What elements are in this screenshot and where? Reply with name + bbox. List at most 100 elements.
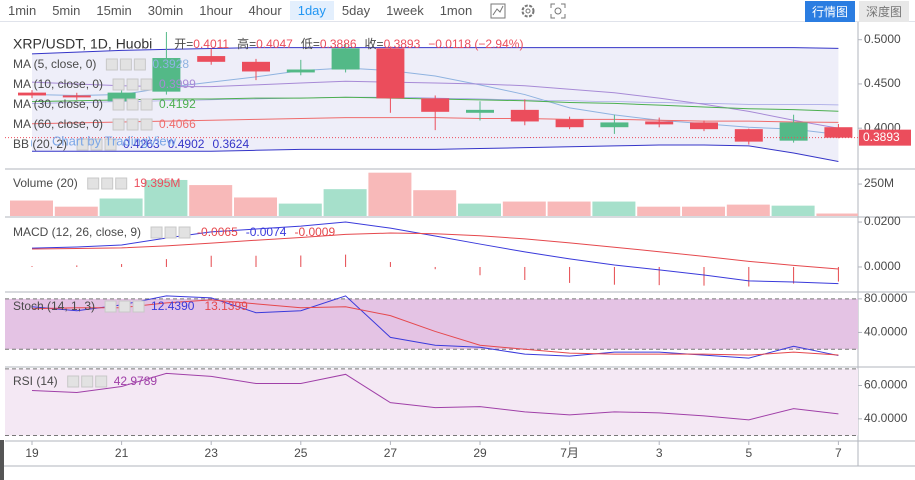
x-tick-label: 7月 bbox=[560, 446, 579, 460]
legend-control[interactable] bbox=[104, 138, 117, 151]
ohlc-value: 0.4011 bbox=[193, 37, 229, 51]
interval-button[interactable]: 1hour bbox=[199, 3, 233, 18]
legend-control[interactable] bbox=[126, 118, 139, 131]
candle-body bbox=[62, 95, 91, 98]
legend-control[interactable] bbox=[118, 300, 131, 313]
legend-control[interactable] bbox=[133, 58, 146, 71]
legend-control[interactable] bbox=[178, 226, 191, 239]
legend-control[interactable] bbox=[126, 78, 139, 91]
legend-value: 0.4192 bbox=[159, 97, 196, 111]
legend-control[interactable] bbox=[87, 177, 100, 190]
change-value: −0.0118 (−2.94%) bbox=[428, 37, 523, 51]
volume-bar bbox=[771, 205, 815, 216]
volume-bar bbox=[54, 206, 98, 216]
indicator-line bbox=[31, 299, 839, 356]
legend-control[interactable] bbox=[95, 375, 108, 388]
candle-body bbox=[421, 98, 450, 112]
icon-glyph[interactable] bbox=[554, 7, 562, 14]
volume-bar bbox=[816, 213, 858, 216]
interval-button[interactable]: 1mon bbox=[439, 3, 473, 18]
legend-name: BB (20, 2) bbox=[13, 137, 67, 151]
y-tick-label: 80.0000 bbox=[864, 291, 908, 305]
legend-value: 13.1399 bbox=[204, 299, 248, 313]
legend-control[interactable] bbox=[112, 118, 125, 131]
legend-control[interactable] bbox=[132, 300, 145, 313]
volume-bar bbox=[278, 203, 322, 216]
band-fill bbox=[5, 298, 858, 350]
legend-control[interactable] bbox=[67, 375, 80, 388]
legend-value: 0.4263 bbox=[123, 137, 160, 151]
volume-bar bbox=[637, 206, 681, 216]
y-tick-label: 40.0000 bbox=[864, 325, 908, 339]
last-price-label: 0.3893 bbox=[863, 130, 900, 144]
candle-body bbox=[600, 122, 629, 128]
x-tick-label: 21 bbox=[115, 446, 129, 460]
legend-name: RSI (14) bbox=[13, 374, 58, 388]
y-tick-label: 0.4500 bbox=[864, 76, 901, 90]
legend-control[interactable] bbox=[101, 177, 114, 190]
view-switch: 行情图 深度图 bbox=[804, 1, 909, 22]
legend-control[interactable] bbox=[76, 138, 89, 151]
legend-control[interactable] bbox=[140, 118, 153, 131]
icon-glyph[interactable] bbox=[492, 5, 504, 15]
candle-body bbox=[331, 48, 360, 70]
interval-button[interactable]: 30min bbox=[147, 3, 184, 18]
icon-frame[interactable] bbox=[490, 3, 506, 18]
legend-value: 0.3999 bbox=[159, 77, 196, 91]
ohlc-value: 0.4047 bbox=[256, 37, 293, 51]
interval-button[interactable]: 5min bbox=[52, 3, 81, 18]
volume-bar bbox=[592, 201, 636, 216]
bb-lower bbox=[32, 144, 839, 162]
icon-glyph[interactable] bbox=[521, 4, 535, 17]
interval-button[interactable]: 1day bbox=[289, 1, 334, 20]
indicator-icon[interactable] bbox=[490, 3, 506, 19]
legend-value: -0.0065 bbox=[197, 225, 238, 239]
candle-body bbox=[242, 61, 270, 72]
legend-control[interactable] bbox=[112, 78, 125, 91]
legend-value: 42.9789 bbox=[114, 374, 158, 388]
volume-bar bbox=[189, 185, 233, 216]
interval-button[interactable]: 4hour bbox=[248, 3, 282, 18]
interval-button[interactable]: 1min bbox=[8, 3, 37, 18]
settings-icon[interactable] bbox=[520, 3, 536, 19]
pane bbox=[5, 31, 858, 162]
volume-bar bbox=[234, 197, 277, 216]
volume-bar bbox=[144, 179, 188, 216]
watermark: Chart by TradingView bbox=[52, 133, 177, 148]
x-tick-label: 5 bbox=[745, 446, 752, 460]
interval-button[interactable]: 5day bbox=[341, 3, 371, 18]
pane bbox=[5, 295, 858, 359]
legend-control[interactable] bbox=[164, 226, 177, 239]
last-price-box bbox=[859, 129, 911, 146]
legend-control[interactable] bbox=[115, 177, 128, 190]
screenshot-icon[interactable] bbox=[550, 3, 566, 19]
candle-body bbox=[18, 92, 46, 96]
candle-body bbox=[510, 109, 539, 122]
x-tick-label: 23 bbox=[205, 446, 219, 460]
interval-button[interactable]: 1week bbox=[386, 3, 424, 18]
legend-control[interactable] bbox=[119, 58, 132, 71]
band-fill bbox=[5, 368, 858, 436]
legend-control[interactable] bbox=[112, 98, 125, 111]
legend-control[interactable] bbox=[126, 98, 139, 111]
interval-button[interactable]: 15min bbox=[96, 3, 132, 18]
legend-control[interactable] bbox=[140, 98, 153, 111]
view-button[interactable]: 行情图 bbox=[804, 1, 855, 22]
view-button[interactable]: 深度图 bbox=[858, 1, 909, 22]
legend-control[interactable] bbox=[90, 138, 103, 151]
candle-body bbox=[734, 129, 763, 142]
legend-control[interactable] bbox=[140, 78, 153, 91]
volume-bar bbox=[10, 200, 53, 216]
legend-control[interactable] bbox=[105, 58, 118, 71]
candle-body bbox=[286, 69, 315, 73]
toolbar: 1min 5min 15min 30min 1hour 4hour 1day 5day 1wee… bbox=[0, 0, 915, 22]
legend-control[interactable] bbox=[81, 375, 94, 388]
icon-glyph[interactable] bbox=[525, 8, 531, 13]
candle-body bbox=[197, 56, 226, 62]
legend-value: -0.0009 bbox=[294, 225, 335, 239]
legend-control[interactable] bbox=[150, 226, 163, 239]
legend-name: MA (60, close, 0) bbox=[13, 117, 103, 131]
icon-glyph[interactable] bbox=[550, 3, 566, 18]
x-tick-label: 7 bbox=[835, 446, 842, 460]
legend-control[interactable] bbox=[104, 300, 117, 313]
